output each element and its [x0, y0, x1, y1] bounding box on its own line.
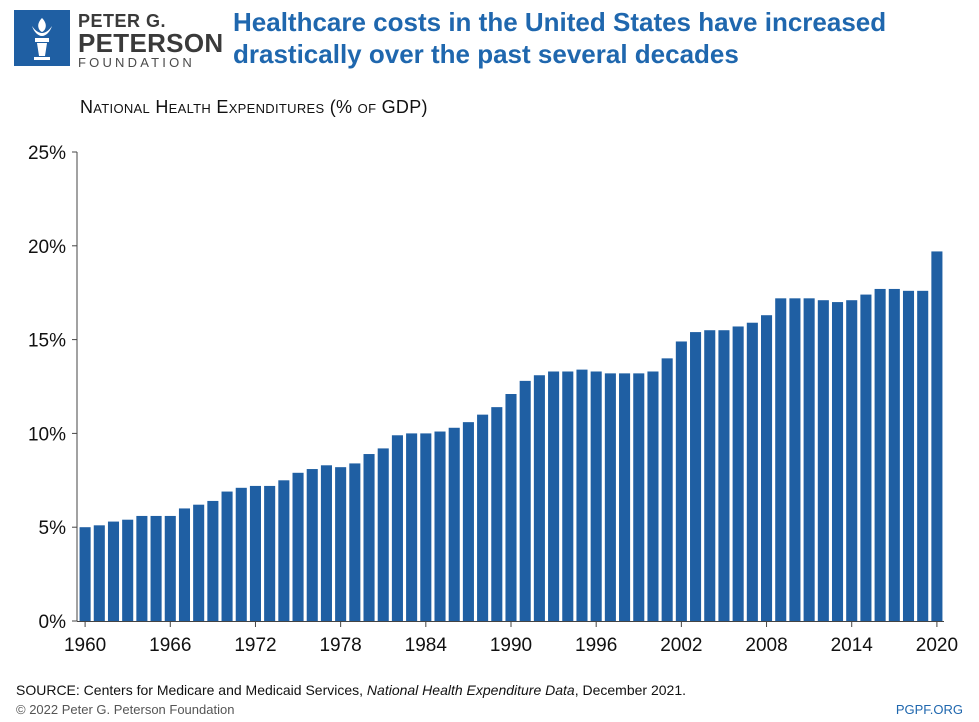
- bar-1986: [448, 427, 460, 621]
- bar-1974: [278, 480, 290, 621]
- bar-2006: [732, 326, 744, 621]
- logo-wordmark: PETER G. PETERSON FOUNDATION: [78, 12, 223, 70]
- bar-2002: [675, 341, 687, 621]
- x-tick-label: 2002: [660, 635, 702, 656]
- bar-1964: [136, 515, 148, 621]
- bar-2011: [803, 298, 815, 621]
- bar-2000: [647, 371, 659, 621]
- y-tick-label: 15%: [28, 331, 66, 352]
- bar-1990: [505, 394, 517, 621]
- chart-title: National Health Expenditures (% of GDP): [80, 97, 428, 117]
- bar-2016: [874, 288, 886, 621]
- bar-1993: [548, 371, 560, 621]
- bar-1967: [178, 508, 191, 621]
- headline: Healthcare costs in the United States ha…: [233, 7, 887, 69]
- bar-1970: [221, 491, 233, 621]
- bar-1962: [107, 521, 120, 621]
- bar-1968: [193, 504, 205, 621]
- bar-2015: [860, 294, 872, 621]
- x-tick-label: 1984: [405, 635, 448, 656]
- bar-1984: [420, 433, 432, 621]
- bar-1981: [377, 448, 389, 621]
- torch-icon: [14, 10, 70, 66]
- bar-1994: [562, 371, 574, 621]
- copyright: © 2022 Peter G. Peterson Foundation: [16, 702, 235, 717]
- bar-1987: [462, 422, 474, 621]
- bar-2004: [704, 330, 716, 621]
- bar-1971: [235, 487, 247, 621]
- x-tick-label: 2014: [831, 635, 874, 656]
- bar-1982: [391, 435, 403, 621]
- source-suffix: , December 2021.: [574, 682, 687, 698]
- bar-2008: [761, 315, 773, 621]
- bar-1988: [477, 414, 489, 621]
- bar-1976: [306, 469, 318, 621]
- foundation-logo: PETER G. PETERSON FOUNDATION: [14, 10, 223, 70]
- bar-2017: [888, 288, 900, 621]
- bar-1975: [292, 472, 304, 621]
- bar-1995: [576, 369, 588, 621]
- logo-line-3: FOUNDATION: [78, 55, 195, 70]
- bar-1983: [406, 433, 418, 621]
- logo-line-2: PETERSON: [78, 28, 224, 58]
- x-tick-label: 1972: [234, 635, 276, 656]
- bar-1972: [249, 485, 261, 621]
- bar-1978: [335, 467, 347, 621]
- source-prefix: SOURCE: Centers for Medicare and Medicai…: [16, 682, 367, 698]
- x-tick-label: 2020: [916, 635, 958, 656]
- y-tick-label: 0%: [39, 612, 67, 633]
- x-tick-label: 1960: [64, 635, 106, 656]
- bar-1991: [519, 380, 531, 621]
- bar-1998: [619, 373, 631, 621]
- x-tick-label: 1966: [149, 635, 191, 656]
- x-tick-label: 1978: [319, 635, 361, 656]
- bar-1960: [79, 527, 91, 621]
- bar-2003: [690, 332, 702, 621]
- bar-2019: [917, 290, 929, 621]
- x-tick-label: 1996: [575, 635, 617, 656]
- bar-2013: [831, 302, 844, 621]
- bar-1961: [93, 525, 105, 621]
- y-tick-label: 5%: [39, 518, 67, 539]
- bar-2001: [661, 358, 673, 621]
- source-title: National Health Expenditure Data: [366, 682, 575, 698]
- bar-2018: [902, 290, 915, 621]
- bar-2009: [775, 298, 787, 621]
- bar-1965: [150, 515, 162, 621]
- source-note: SOURCE: Centers for Medicare and Medicai…: [16, 682, 686, 698]
- bar-2014: [846, 300, 858, 621]
- x-tick-label: 2008: [745, 635, 787, 656]
- bar-1989: [491, 407, 503, 621]
- bar-2012: [817, 300, 829, 621]
- bar-1999: [633, 373, 645, 621]
- bar-1992: [533, 375, 545, 621]
- bar-1977: [320, 465, 332, 621]
- logo-line-1: PETER G.: [78, 11, 167, 31]
- site-link[interactable]: PGPF.ORG: [895, 702, 963, 717]
- bar-2020: [931, 251, 943, 622]
- y-tick-label: 10%: [28, 424, 66, 445]
- bar-2005: [718, 330, 730, 621]
- bar-1979: [349, 463, 361, 621]
- bar-1985: [434, 431, 446, 621]
- bar-1969: [207, 500, 219, 621]
- y-tick-label: 20%: [28, 237, 66, 258]
- bar-1980: [363, 454, 375, 621]
- bar-1997: [604, 373, 616, 621]
- bar-1963: [122, 519, 134, 621]
- bar-1966: [164, 515, 176, 621]
- y-tick-label: 25%: [28, 143, 66, 164]
- bar-2007: [746, 322, 758, 621]
- bar-1973: [264, 485, 276, 621]
- bar-2010: [789, 298, 801, 621]
- bar-chart: 0% 5% 10% 15% 20% 25% 1960 1966 1972 1978 1984 1990…: [28, 143, 958, 656]
- bar-1996: [590, 371, 602, 621]
- x-tick-label: 1990: [490, 635, 532, 656]
